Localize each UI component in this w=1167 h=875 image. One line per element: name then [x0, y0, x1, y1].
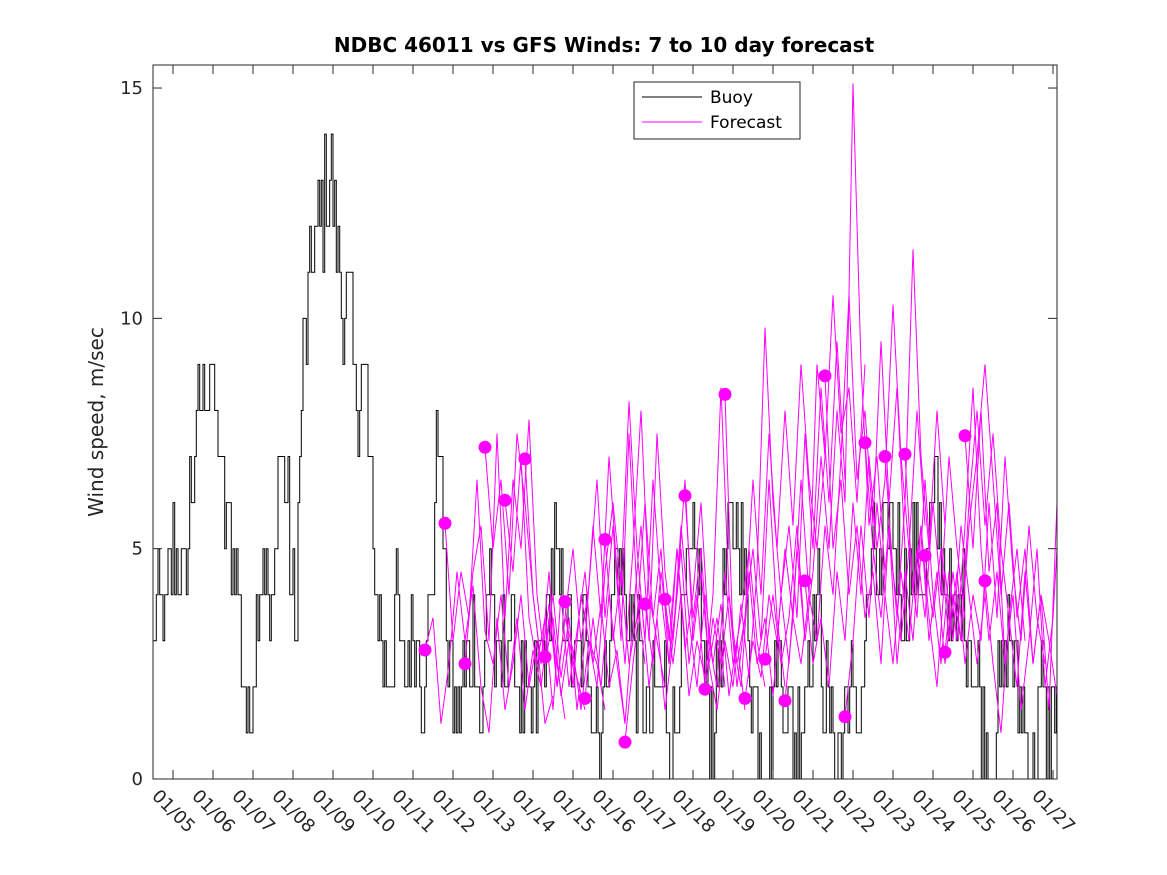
- forecast-marker: [558, 595, 572, 609]
- forecast-line: [464, 419, 586, 711]
- forecast-line: [704, 364, 826, 690]
- forecast-marker: [818, 369, 832, 383]
- chart-title: NDBC 46011 vs GFS Winds: 7 to 10 day for…: [334, 33, 875, 57]
- forecast-marker: [618, 735, 632, 749]
- forecast-marker: [958, 429, 972, 443]
- forecast-marker: [858, 436, 872, 450]
- forecast-marker: [838, 710, 852, 724]
- forecast-marker: [938, 645, 952, 659]
- forecast-marker: [798, 574, 812, 588]
- forecast-marker: [518, 452, 532, 466]
- legend-label-forecast: Forecast: [710, 113, 782, 133]
- forecast-marker: [538, 650, 552, 664]
- legend-box: [633, 81, 801, 140]
- forecast-marker: [878, 450, 892, 463]
- forecast-marker: [418, 643, 432, 657]
- forecast-line: [564, 401, 686, 687]
- forecast-line: [864, 442, 986, 687]
- forecast-marker: [638, 597, 652, 611]
- y-tick-label: 10: [120, 308, 143, 329]
- forecast-marker: [478, 440, 492, 454]
- forecast-marker: [978, 574, 992, 588]
- forecast-line: [724, 341, 846, 697]
- forecast-line: [984, 502, 1058, 733]
- forecast-marker: [758, 652, 772, 666]
- forecast-markers: [418, 369, 992, 749]
- forecast-line: [924, 456, 1046, 664]
- forecast-marker: [498, 493, 512, 507]
- y-tick-label: 0: [132, 769, 143, 790]
- y-axis-label: Wind speed, m/sec: [84, 327, 108, 517]
- y-axis: 0 5 10 15: [120, 78, 1057, 790]
- forecast-marker: [898, 447, 912, 461]
- legend: Buoy Forecast: [633, 81, 801, 140]
- forecast-line: [964, 410, 1058, 710]
- forecast-line: [624, 525, 746, 743]
- forecast-marker: [658, 592, 672, 606]
- forecast-marker: [918, 549, 932, 563]
- forecast-marker: [578, 691, 592, 705]
- forecast-line: [784, 295, 906, 701]
- forecast-marker: [718, 387, 732, 401]
- y-tick-label: 5: [132, 539, 143, 560]
- forecast-line: [844, 456, 966, 717]
- y-tick-label: 15: [120, 78, 143, 99]
- forecast-line: [584, 433, 706, 724]
- forecast-line: [424, 571, 554, 733]
- forecast-line: [524, 433, 646, 687]
- forecast-line: [884, 387, 1006, 664]
- forecast-line: [744, 295, 866, 699]
- forecast-line: [684, 327, 806, 710]
- forecast-line: [664, 387, 786, 697]
- legend-label-buoy: Buoy: [710, 88, 753, 108]
- forecast-marker: [598, 533, 612, 546]
- forecast-marker: [458, 657, 472, 671]
- forecast-line: [644, 502, 766, 687]
- forecast-line: [904, 410, 1026, 664]
- forecast-marker: [778, 694, 792, 708]
- forecast-marker: [678, 489, 692, 503]
- forecast-marker: [438, 516, 452, 530]
- forecast-marker: [738, 691, 752, 705]
- plot-frame: [152, 64, 1058, 780]
- forecast-marker: [698, 682, 712, 696]
